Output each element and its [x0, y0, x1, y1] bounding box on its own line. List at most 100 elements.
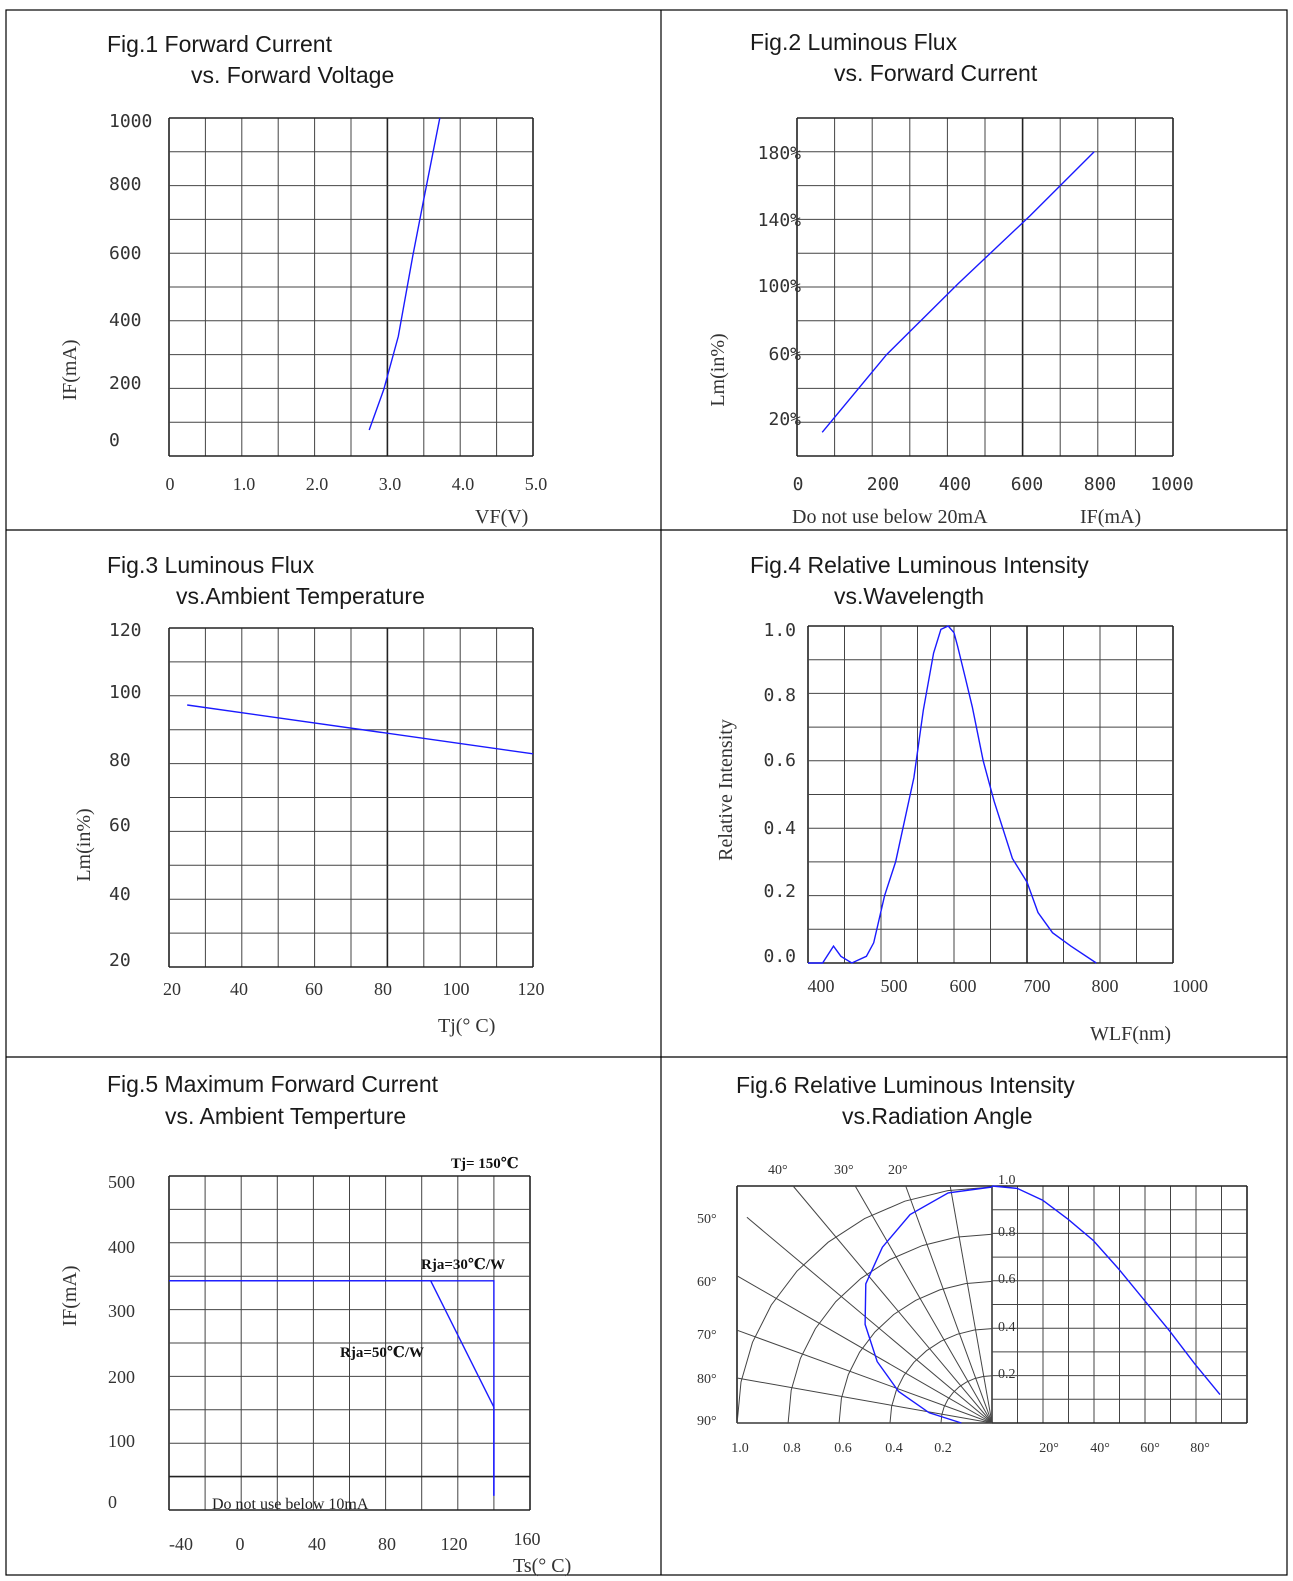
fig2-x-label: IF(mA) — [1080, 506, 1141, 528]
fig6-bottom-label: 0.4 — [885, 1441, 903, 1456]
fig6-radial-label: 1.0 — [998, 1173, 1016, 1188]
fig4-curve-series — [808, 625, 1097, 964]
fig1-y-tick: 600 — [109, 243, 142, 264]
fig5-tj-note: Tj= 150℃ — [451, 1156, 519, 1172]
fig6-panel: Fig.6 Relative Luminous Intensity vs.Rad… — [697, 1072, 1248, 1456]
fig6-bottom-label: 20° — [1039, 1441, 1059, 1456]
fig3-x-tick: 40 — [230, 979, 248, 999]
fig5-series-rja30 — [169, 1280, 495, 1496]
fig6-bottom-labels: 1.0 0.8 0.6 0.4 0.2 20° 40° 60° 80° — [731, 1441, 1210, 1456]
fig3-subtitle: vs.Ambient Temperature — [176, 583, 425, 609]
fig6-radial-label: 0.8 — [998, 1225, 1016, 1240]
fig4-x-ticks: 400 500 600 700 800 1000 — [808, 976, 1209, 996]
fig2-y-tick: 60% — [768, 344, 801, 365]
fig5-x-label: Ts(° C) — [513, 1555, 571, 1577]
fig4-y-label: Relative Intensity — [715, 719, 737, 861]
fig1-x-tick: 1.0 — [233, 474, 256, 494]
fig2-x-note: Do not use below 20mA — [792, 506, 988, 528]
fig4-title: Fig.4 Relative Luminous Intensity — [750, 552, 1089, 578]
fig3-title: Fig.3 Luminous Flux — [107, 552, 315, 578]
fig6-radial-label: 0.6 — [998, 1272, 1016, 1287]
fig6-polar-curve — [864, 1186, 993, 1424]
fig6-angle-label: 80° — [697, 1372, 717, 1387]
fig5-y-tick: 100 — [108, 1431, 135, 1451]
fig4-y-tick: 0.6 — [763, 750, 796, 771]
fig4-x-tick: 500 — [881, 976, 908, 996]
fig5-y-tick: 200 — [108, 1367, 135, 1387]
fig1-curve-series — [368, 117, 441, 431]
fig3-y-tick: 80 — [109, 750, 131, 771]
fig6-bottom-label: 1.0 — [731, 1441, 749, 1456]
fig5-title: Fig.5 Maximum Forward Current — [107, 1071, 439, 1097]
fig4-y-ticks: 0.0 0.2 0.4 0.6 0.8 1.0 — [763, 620, 796, 967]
fig4-subtitle: vs.Wavelength — [834, 583, 984, 609]
fig6-angle-label: 90° — [697, 1414, 717, 1429]
fig5-y-tick: 500 — [108, 1172, 135, 1192]
fig6-subtitle: vs.Radiation Angle — [842, 1103, 1033, 1129]
fig6-ring — [940, 1375, 993, 1424]
fig1-y-tick: 200 — [109, 373, 142, 394]
fig3-y-tick: 120 — [109, 620, 142, 641]
fig6-angle-label: 60° — [697, 1275, 717, 1290]
fig1-y-tick: 800 — [109, 174, 142, 195]
fig2-y-tick: 100% — [758, 276, 802, 297]
fig6-bottom-label: 0.6 — [834, 1441, 852, 1456]
fig3-x-ticks: 20 40 60 80 100 120 — [163, 979, 545, 999]
fig1-x-tick: 4.0 — [452, 474, 475, 494]
fig2-x-tick: 0 — [793, 474, 804, 495]
fig2-title: Fig.2 Luminous Flux — [750, 29, 958, 55]
fig2-y-tick: 140% — [758, 210, 802, 231]
fig1-y-label: IF(mA) — [59, 339, 81, 400]
fig1-grid — [168, 117, 534, 457]
fig5-x-tick: 120 — [441, 1534, 468, 1554]
fig1-y-ticks: 0 200 400 600 800 1000 — [109, 111, 152, 451]
fig6-angle-label: 30° — [834, 1163, 854, 1178]
fig3-x-label: Tj(° C) — [438, 1015, 495, 1037]
page-frame — [5, 9, 1288, 1576]
fig1-y-tick: 400 — [109, 310, 142, 331]
fig6-title: Fig.6 Relative Luminous Intensity — [736, 1072, 1075, 1098]
fig5-subtitle: vs. Ambient Temperture — [165, 1103, 406, 1129]
fig3-y-label: Lm(in%) — [73, 808, 95, 881]
fig6-spoke — [949, 1185, 993, 1424]
fig6-angle-label: 70° — [697, 1328, 717, 1343]
fig1-panel: Fig.1 Forward Current vs. Forward Voltag… — [59, 31, 547, 528]
fig5-y-label: IF(mA) — [59, 1265, 81, 1326]
fig3-y-ticks: 20 40 60 80 100 120 — [109, 620, 142, 971]
fig5-grid — [168, 1175, 531, 1511]
fig6-angle-label: 40° — [768, 1163, 788, 1178]
fig5-x-note: Do not use below 10mA — [212, 1496, 369, 1513]
fig6-angle-label: 20° — [888, 1163, 908, 1178]
fig1-x-label: VF(V) — [475, 506, 528, 528]
fig4-x-label: WLF(nm) — [1090, 1023, 1171, 1045]
fig5-x-tick: 40 — [308, 1534, 326, 1554]
fig5-y-tick: 300 — [108, 1301, 135, 1321]
fig1-x-tick: 2.0 — [306, 474, 329, 494]
fig5-y-tick: 400 — [108, 1237, 135, 1257]
fig2-y-tick: 180% — [758, 143, 802, 164]
fig2-x-tick: 400 — [939, 474, 972, 495]
fig4-y-tick: 1.0 — [763, 620, 796, 641]
fig1-x-tick: 5.0 — [525, 474, 548, 494]
fig4-y-tick: 0.2 — [763, 881, 796, 902]
fig6-spoke — [792, 1185, 993, 1424]
fig6-radial-labels: 1.0 0.8 0.6 0.4 0.2 — [998, 1173, 1016, 1382]
fig3-x-tick: 120 — [518, 979, 545, 999]
fig3-y-tick: 20 — [109, 950, 131, 971]
fig3-x-tick: 100 — [443, 979, 470, 999]
fig2-curve-series — [821, 151, 1095, 433]
fig2-x-tick: 200 — [867, 474, 900, 495]
fig6-ring — [736, 1186, 993, 1424]
fig6-spoke — [746, 1216, 993, 1424]
fig4-panel: Fig.4 Relative Luminous Intensity vs.Wav… — [715, 552, 1208, 1045]
fig5-x-tick: 160 — [514, 1529, 541, 1549]
fig5-x-tick: 0 — [236, 1534, 245, 1554]
fig3-y-tick: 40 — [109, 884, 131, 905]
fig3-grid — [168, 627, 534, 968]
fig3-curve-series — [187, 704, 534, 755]
fig1-x-tick: 0 — [166, 474, 175, 494]
fig2-y-ticks: 20% 60% 100% 140% 180% — [758, 143, 802, 430]
fig4-x-tick: 700 — [1024, 976, 1051, 996]
fig4-x-tick: 400 — [808, 976, 835, 996]
